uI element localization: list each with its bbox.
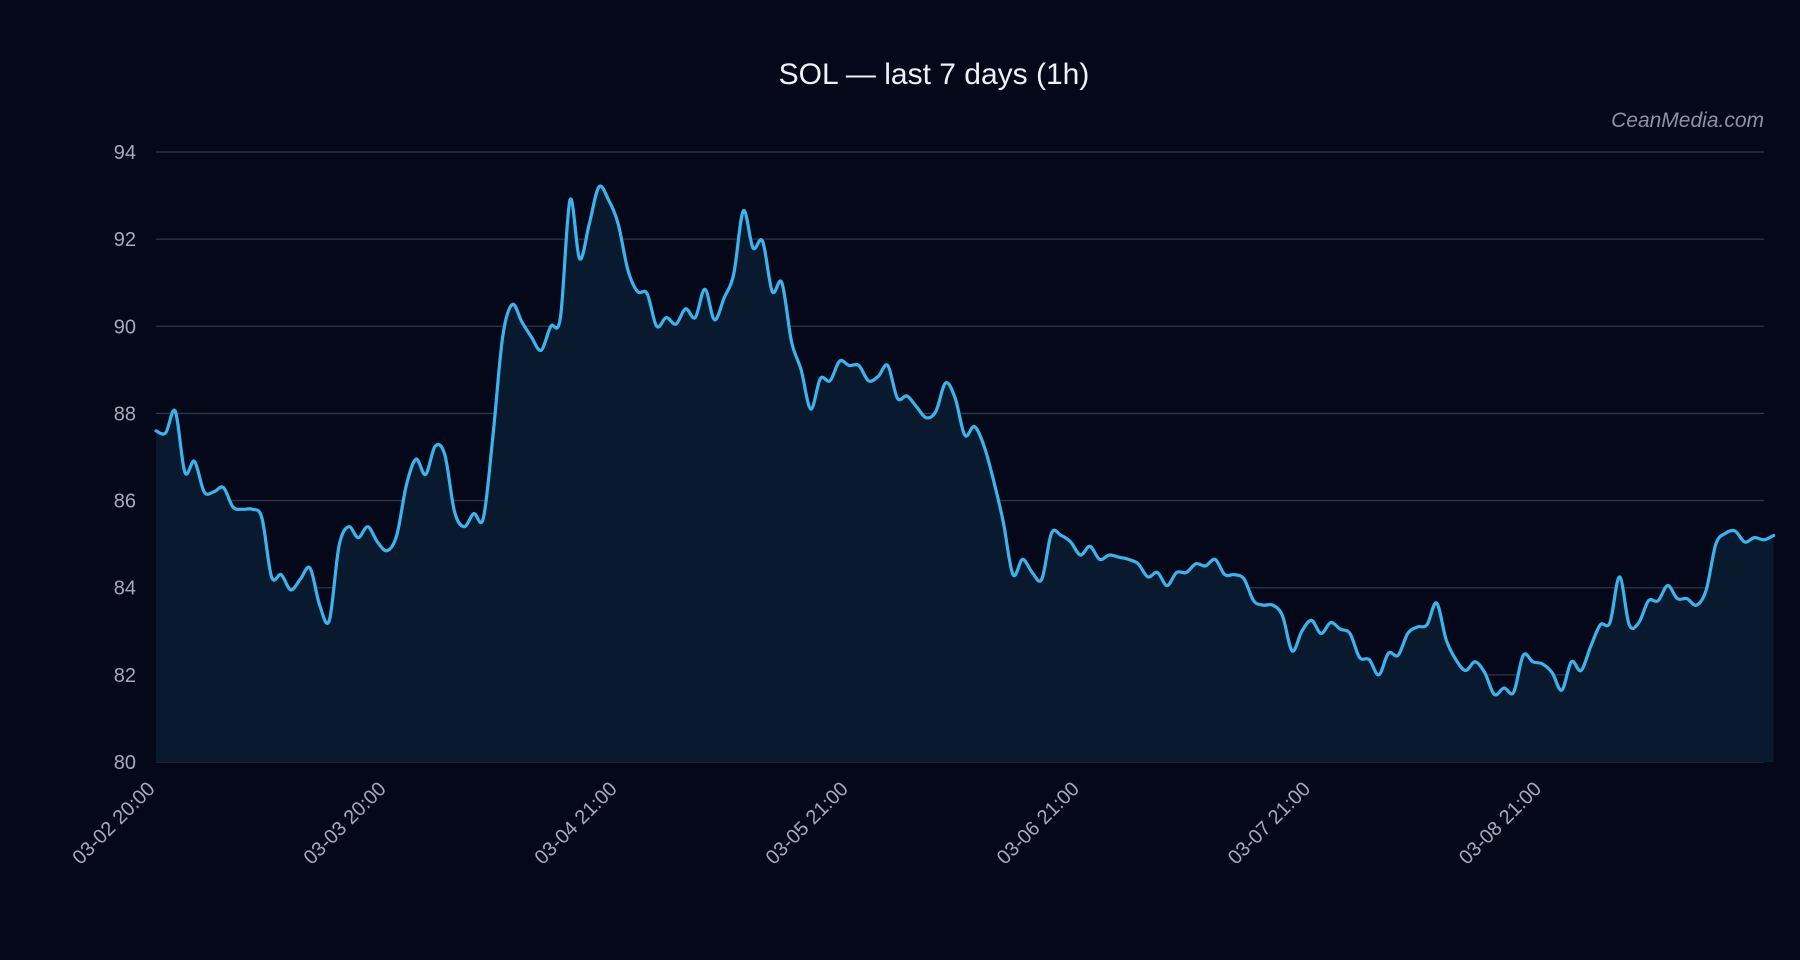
price-area-fill — [156, 185, 1774, 762]
x-axis-ticks: 03-02 20:00 03-03 20:00 03-04 21:00 03-05 2… — [68, 778, 1546, 869]
y-axis-ticks: 80 82 84 86 88 90 92 94 — [114, 142, 136, 774]
y-tick-label: 86 — [114, 491, 136, 513]
line-layer — [154, 184, 1776, 697]
y-tick-label: 94 — [114, 142, 136, 164]
y-tick-label: 90 — [114, 316, 136, 338]
watermark: CeanMedia.com — [1611, 109, 1764, 132]
x-tick-label: 03-02 20:00 — [68, 778, 159, 869]
y-tick-label: 84 — [114, 578, 136, 600]
x-tick-label: 03-04 21:00 — [531, 778, 622, 869]
x-tick-label: 03-03 20:00 — [300, 778, 391, 869]
x-tick-label: 03-07 21:00 — [1224, 778, 1315, 869]
area-layer — [156, 185, 1774, 762]
y-tick-label: 92 — [114, 229, 136, 251]
x-tick-label: 03-08 21:00 — [1455, 778, 1546, 869]
price-series-line — [154, 184, 1776, 697]
y-tick-label: 88 — [114, 403, 136, 425]
y-tick-label: 82 — [114, 665, 136, 687]
y-tick-label: 80 — [114, 752, 136, 774]
x-tick-label: 03-06 21:00 — [993, 778, 1084, 869]
chart-title: SOL — last 7 days (1h) — [779, 58, 1090, 91]
x-tick-label: 03-05 21:00 — [762, 778, 853, 869]
